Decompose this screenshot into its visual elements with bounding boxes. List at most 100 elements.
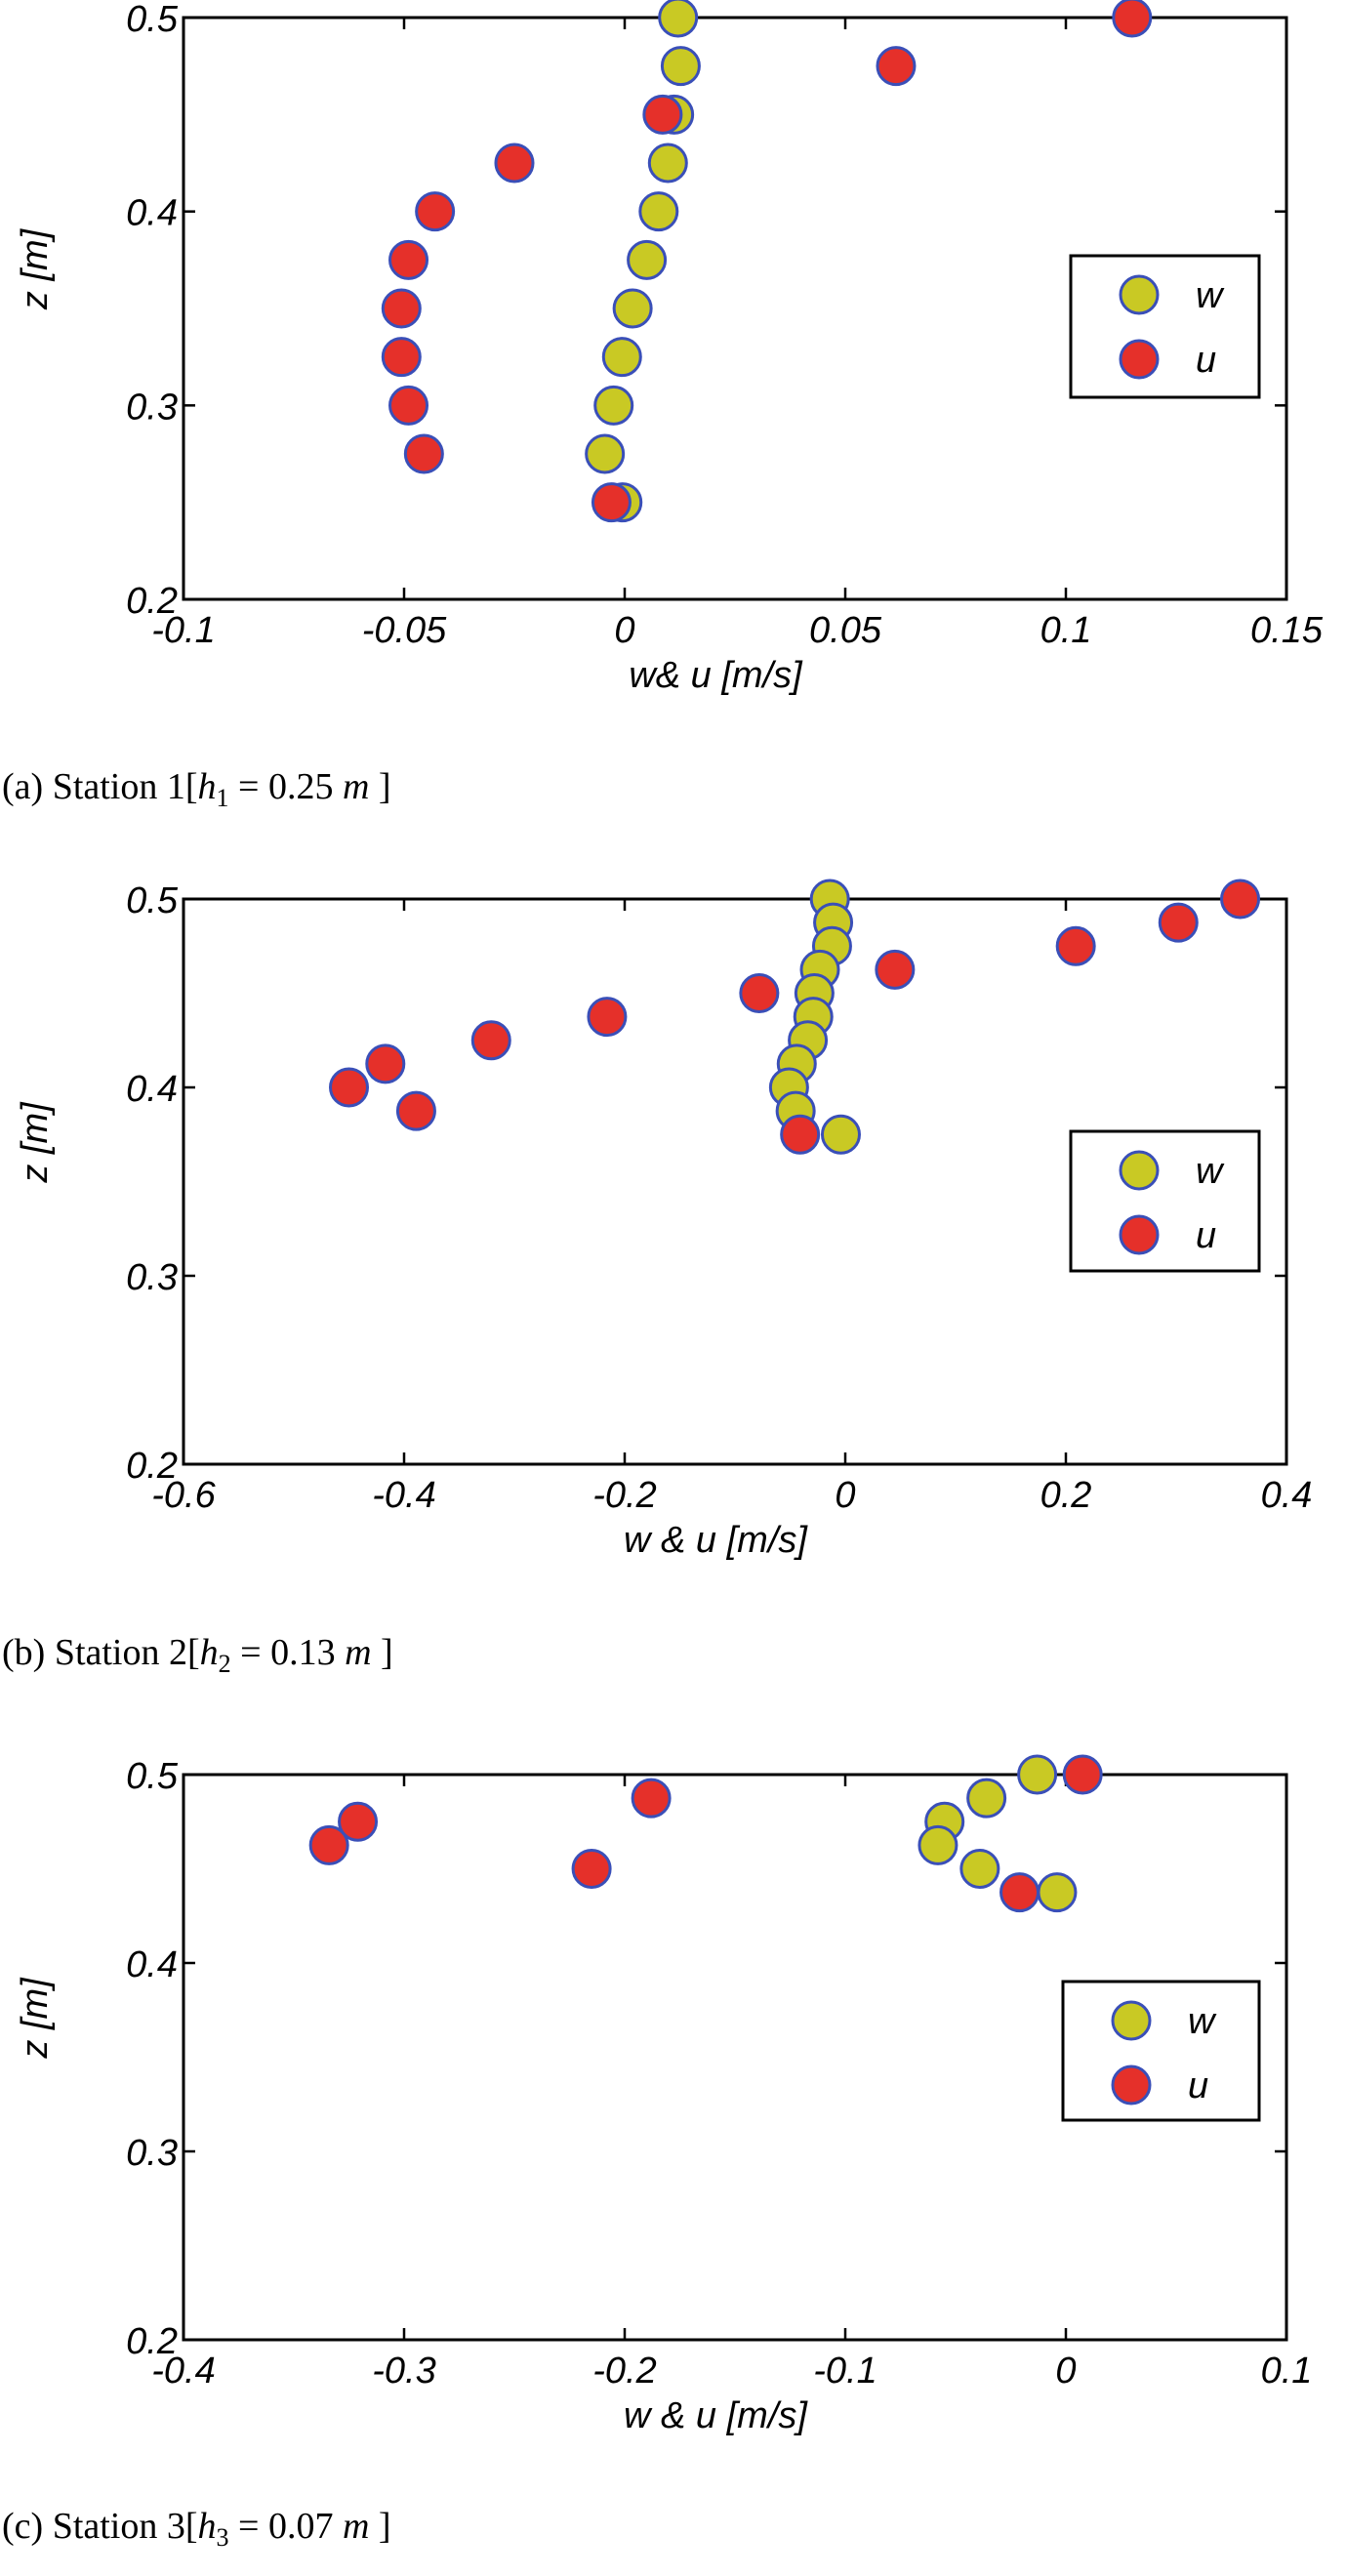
data-point-u [308,1824,349,1865]
caption-var: h [198,2506,217,2547]
series-w [585,0,701,523]
data-point-u [388,239,429,280]
x-tick-label: -0.4 [372,1475,435,1516]
caption-close: ] [369,2506,390,2547]
x-tick-label: 0 [1055,2351,1076,2392]
data-point-w [918,1824,959,1865]
x-tick-label: 0.1 [1040,610,1092,651]
y-tick-label: 0.3 [126,2133,178,2174]
caption-close: ] [369,766,390,807]
y-tick-label: 0.5 [126,0,179,40]
y-tick-label: 0.5 [126,880,179,921]
legend-marker-w [1119,274,1160,315]
x-tick-label: 0.2 [1040,1475,1092,1516]
caption-value: 0.13 [270,1632,336,1673]
caption-value: 0.07 [268,2506,334,2547]
y-tick-label: 0.4 [126,193,178,234]
subplot-1: -0.1 -0.05 0 0.05 0.1 0.15 0.2 0.3 0.4 0.5 w& u [m… [2,0,1324,812]
x-tick-label: -0.05 [362,610,447,651]
y-tick-label: 0.2 [126,581,178,622]
data-point-u [395,1090,436,1131]
x-tick-label: -0.1 [151,610,215,651]
legend-box [1069,254,1261,399]
x-tick-label: 0.4 [1261,1475,1313,1516]
legend: wu [1069,1129,1261,1273]
data-point-u [587,997,628,1038]
data-point-u [1220,879,1261,920]
caption-value: 0.25 [268,766,334,807]
data-point-u [631,1778,672,1819]
x-tick-label: -0.6 [151,1475,216,1516]
x-tick-label: -0.1 [813,2351,877,2392]
legend-marker-u [1119,1214,1160,1255]
data-point-w [966,1778,1007,1819]
caption-eq: = [231,1632,270,1673]
data-point-w [1017,1754,1058,1795]
data-point-w [959,1849,1000,1889]
data-point-u [591,482,632,523]
x-tick-label: -0.4 [151,2351,215,2392]
caption-station: Station 3 [53,2506,185,2547]
series-u [329,879,1261,1155]
data-point-u [1158,902,1199,943]
legend-box [1069,1129,1261,1273]
caption-sub: 1 [217,784,229,812]
x-tick-label: 0 [614,610,634,651]
data-point-u [381,288,422,329]
legend: wu [1069,254,1261,399]
data-point-u [388,385,429,426]
caption-station: Station 2 [55,1632,187,1673]
y-tick-label: 0.2 [126,1446,178,1487]
data-point-u [642,94,683,135]
subplot-3: -0.4 -0.3 -0.2 -0.1 0 0.1 0.2 0.3 0.4 0.5 w & u [m… [2,1754,1312,2552]
data-point-u [338,1801,379,1842]
subplot-caption: (b) Station 2[h2 = 0.13 m ] [2,1632,393,1678]
y-tick-label: 0.3 [126,387,178,428]
legend-label-w: w [1196,275,1225,316]
y-tick-label: 0.3 [126,1257,178,1298]
data-point-u [381,337,422,378]
data-point-w [612,288,653,329]
caption-unit: m [336,1632,372,1673]
y-tick-label: 0.4 [126,1944,178,1985]
legend-label-u: u [1196,340,1216,381]
data-point-u [1055,925,1096,966]
legend-box [1061,1980,1261,2122]
data-point-w [658,0,699,38]
caption-sub: 3 [217,2523,229,2552]
axes-frame [182,897,1288,1466]
legend: wu [1061,1980,1261,2122]
data-point-w [820,1114,861,1155]
legend-label-u: u [1188,2065,1208,2106]
caption-label: (a) [2,766,53,807]
x-tick-label: 0.15 [1250,610,1324,651]
caption-bracket: [ [185,766,198,807]
data-point-w [601,337,642,378]
data-point-u [1112,0,1153,38]
series-w [768,879,861,1155]
y-tick-label: 0.4 [126,1069,178,1110]
legend-marker-u [1111,2065,1152,2106]
x-tick-label: -0.2 [592,1475,656,1516]
data-point-w [585,433,626,474]
data-point-u [470,1020,511,1061]
subplot-caption: (c) Station 3[h3 = 0.07 m ] [2,2506,391,2552]
data-point-w [593,385,634,426]
caption-unit: m [333,766,369,807]
data-point-w [660,46,701,87]
x-tick-label: -0.3 [372,2351,435,2392]
x-axis-label: w & u [m/s] [624,1520,808,1561]
caption-eq: = [229,2506,268,2547]
x-tick-label: -0.2 [592,2351,656,2392]
data-point-u [875,949,916,990]
series-w [918,1754,1078,1913]
axes-frame [182,1773,1288,2342]
y-axis-label: z [m] [15,1101,56,1184]
series-u [308,1754,1103,1913]
x-tick-label: 0 [835,1475,855,1516]
x-tick-label: 0.05 [809,610,882,651]
data-point-u [780,1114,821,1155]
caption-sub: 2 [219,1650,231,1678]
x-axis-label: w& u [m/s] [629,655,803,696]
